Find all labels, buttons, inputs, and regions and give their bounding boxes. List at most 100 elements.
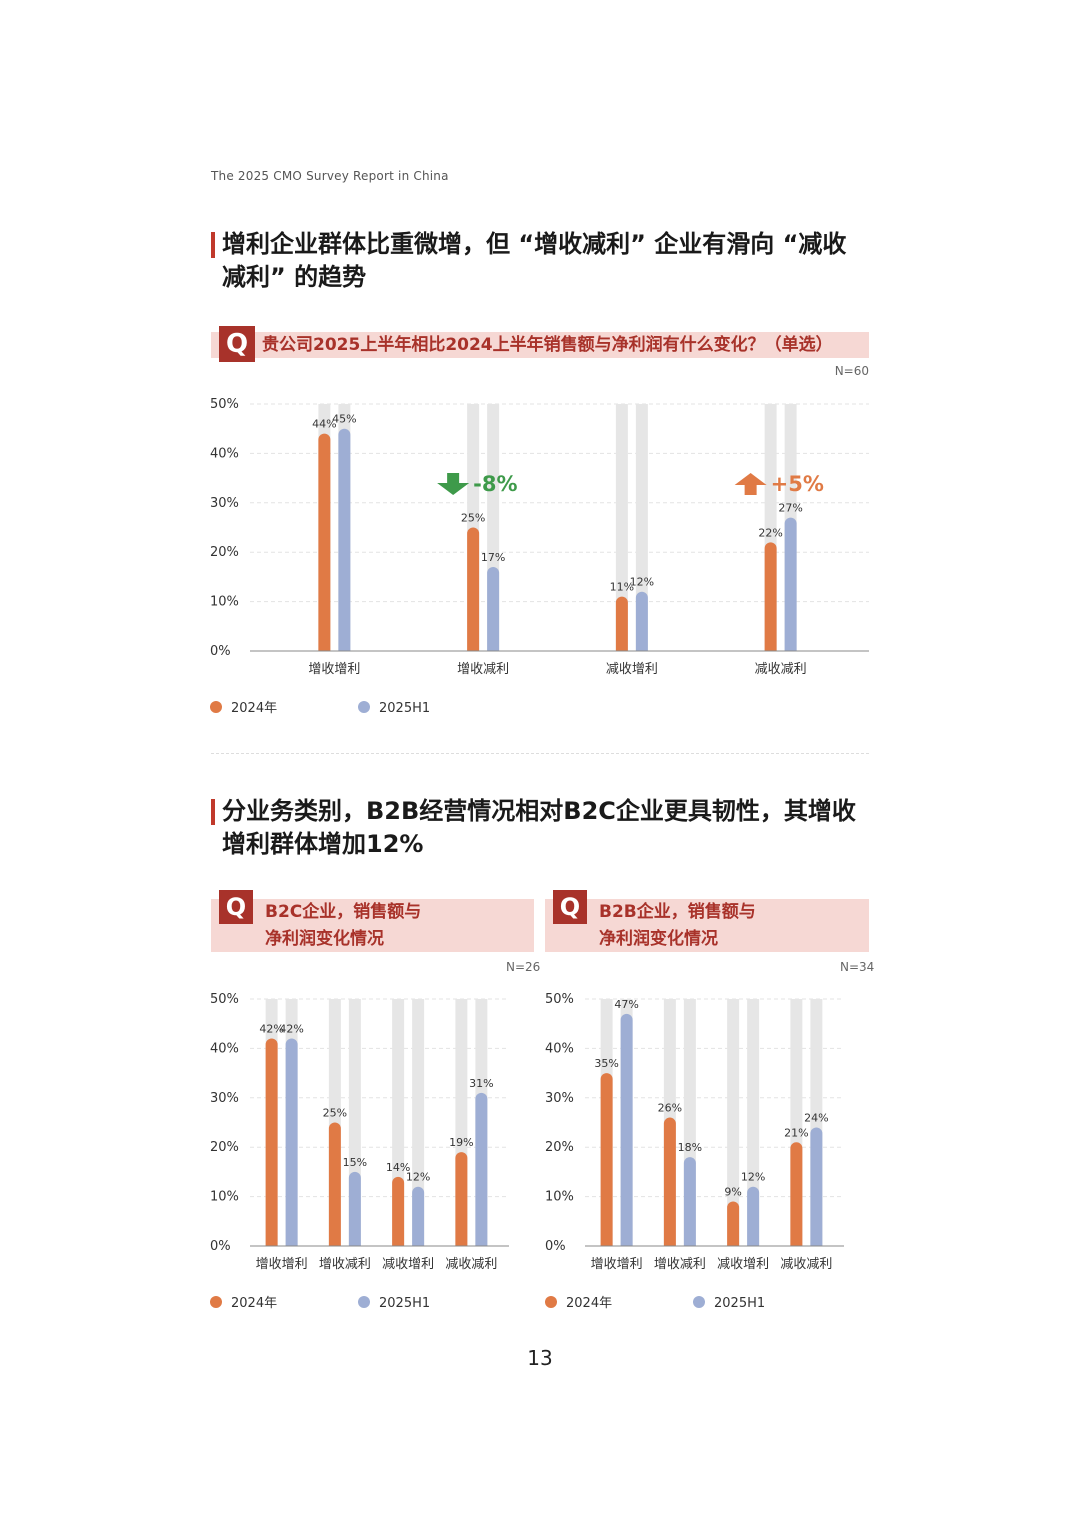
bar-2025h1 — [487, 567, 500, 651]
section2-title: 分业务类别，B2B经营情况相对B2C企业更具韧性，其增收 增利群体增加12% — [222, 795, 856, 861]
report-title: The 2025 CMO Survey Report in China — [211, 169, 449, 183]
section2-title-line2: 增利群体增加12% — [222, 830, 424, 858]
bar-2025h1 — [747, 1186, 760, 1246]
legend-label: 2024年 — [231, 1296, 277, 1311]
page-number: 13 — [527, 1346, 553, 1370]
bar-2024 — [467, 527, 480, 651]
b2c-banner — [211, 899, 534, 952]
data-label: 12% — [630, 576, 654, 589]
bar-2025h1 — [412, 1186, 425, 1246]
data-label: 24% — [804, 1111, 828, 1124]
y-tick-label: 30% — [545, 1091, 574, 1106]
bar-2025h1 — [810, 1127, 823, 1246]
x-tick-label: 增收减利 — [457, 662, 509, 677]
bar-track — [747, 999, 760, 1246]
question-icon: Q — [219, 326, 255, 362]
y-tick-label: 0% — [210, 644, 231, 659]
data-label: 15% — [343, 1156, 367, 1169]
bar-2024 — [455, 1152, 468, 1246]
b2c-title: B2C企业，销售额与 净利润变化情况 — [265, 899, 421, 953]
y-tick-label: 10% — [210, 595, 239, 610]
data-label: 44% — [312, 418, 336, 431]
bar-track — [412, 999, 425, 1246]
bar-track — [635, 404, 648, 651]
bar-2024 — [328, 1122, 341, 1246]
data-label: 19% — [449, 1136, 473, 1149]
bar-track — [615, 404, 628, 651]
legend-marker — [210, 1296, 222, 1308]
bar-2024 — [790, 1142, 803, 1246]
data-label: 21% — [784, 1126, 808, 1139]
y-tick-label: 10% — [210, 1190, 239, 1205]
bar-2024 — [764, 542, 777, 651]
data-label: 17% — [481, 551, 505, 564]
section1-heading: 增利企业群体比重微增，但 “增收减利” 企业有滑向 “减收 减利” 的趋势 — [211, 228, 871, 298]
bar-2025h1 — [620, 1013, 633, 1246]
x-tick-label: 增收增利 — [591, 1257, 643, 1272]
y-tick-label: 0% — [545, 1239, 566, 1254]
bar-2025h1 — [635, 591, 648, 651]
change-annotation: +5% — [771, 472, 824, 496]
legend-label: 2025H1 — [714, 1296, 765, 1311]
bar-2025h1 — [348, 1171, 361, 1246]
x-tick-label: 减收减利 — [755, 662, 807, 677]
section1-title-line2: 减利” 的趋势 — [222, 263, 367, 291]
x-tick-label: 增收减利 — [319, 1257, 371, 1272]
data-label: 27% — [778, 502, 802, 515]
bar-track — [727, 999, 740, 1246]
bar-2024 — [663, 1117, 676, 1246]
data-label: 35% — [594, 1057, 618, 1070]
data-label: 22% — [758, 526, 782, 539]
down-arrow-icon — [437, 473, 470, 496]
question-icon: Q — [219, 890, 253, 924]
section2-title-line1: 分业务类别，B2B经营情况相对B2C企业更具韧性，其增收 — [222, 797, 856, 825]
data-label: 11% — [610, 581, 634, 594]
section-divider — [211, 753, 869, 754]
bar-2024 — [727, 1201, 740, 1246]
bar-2025h1 — [475, 1092, 488, 1246]
chart-b2b: 0% 10% 20% 30% 40% 50% 35% 47% 增收增利 26% 18% 增收减利 9%1… — [545, 992, 844, 1311]
y-tick-label: 0% — [210, 1239, 231, 1254]
data-label: 12% — [406, 1171, 430, 1184]
legend-label: 2025H1 — [379, 1296, 430, 1311]
y-tick-label: 40% — [210, 1041, 239, 1056]
legend-label: 2025H1 — [379, 701, 430, 716]
data-label: 12% — [741, 1171, 765, 1184]
legend-marker — [545, 1296, 557, 1308]
bar-2024 — [265, 1038, 278, 1246]
y-tick-label: 50% — [545, 992, 574, 1007]
data-label: 18% — [678, 1141, 702, 1154]
section1-title: 增利企业群体比重微增，但 “增收减利” 企业有滑向 “减收 减利” 的趋势 — [222, 228, 846, 294]
bar-2025h1 — [285, 1038, 298, 1246]
y-tick-label: 30% — [210, 496, 239, 511]
question-banner — [211, 332, 869, 358]
bar-2025h1 — [683, 1157, 696, 1246]
heading-accent-bar — [211, 799, 215, 825]
change-annotation: -8% — [473, 472, 517, 496]
data-label: 45% — [332, 413, 356, 426]
y-tick-label: 30% — [210, 1091, 239, 1106]
y-tick-label: 20% — [545, 1140, 574, 1155]
y-tick-label: 50% — [210, 397, 239, 412]
bar-2024 — [392, 1176, 405, 1246]
data-label: 31% — [469, 1077, 493, 1090]
b2b-title-line2: 净利润变化情况 — [599, 929, 718, 949]
b2b-sample-size: N=34 — [840, 960, 875, 974]
section2-heading: 分业务类别，B2B经营情况相对B2C企业更具韧性，其增收 增利群体增加12% — [211, 795, 871, 865]
question-text: 贵公司2025上半年相比2024上半年销售额与净利润有什么变化？（单选） — [262, 335, 833, 355]
chart-b2c: 0% 10% 20% 30% 40% 50% 42%42% 增收增利 25% 15% 增收减利 14%… — [210, 992, 509, 1311]
y-tick-label: 20% — [210, 1140, 239, 1155]
bar-2024 — [615, 596, 628, 651]
bar-2024 — [600, 1073, 613, 1246]
legend-label: 2024年 — [231, 701, 277, 716]
legend-marker — [210, 701, 222, 713]
data-label: 25% — [323, 1107, 347, 1120]
y-tick-label: 40% — [210, 446, 239, 461]
b2b-title-line1: B2B企业，销售额与 — [599, 902, 756, 922]
legend-marker — [358, 701, 370, 713]
data-label: 25% — [461, 512, 485, 525]
bar-2024 — [318, 433, 331, 651]
data-label: 42% — [279, 1023, 303, 1036]
b2b-title: B2B企业，销售额与 净利润变化情况 — [599, 899, 756, 953]
y-tick-label: 20% — [210, 545, 239, 560]
